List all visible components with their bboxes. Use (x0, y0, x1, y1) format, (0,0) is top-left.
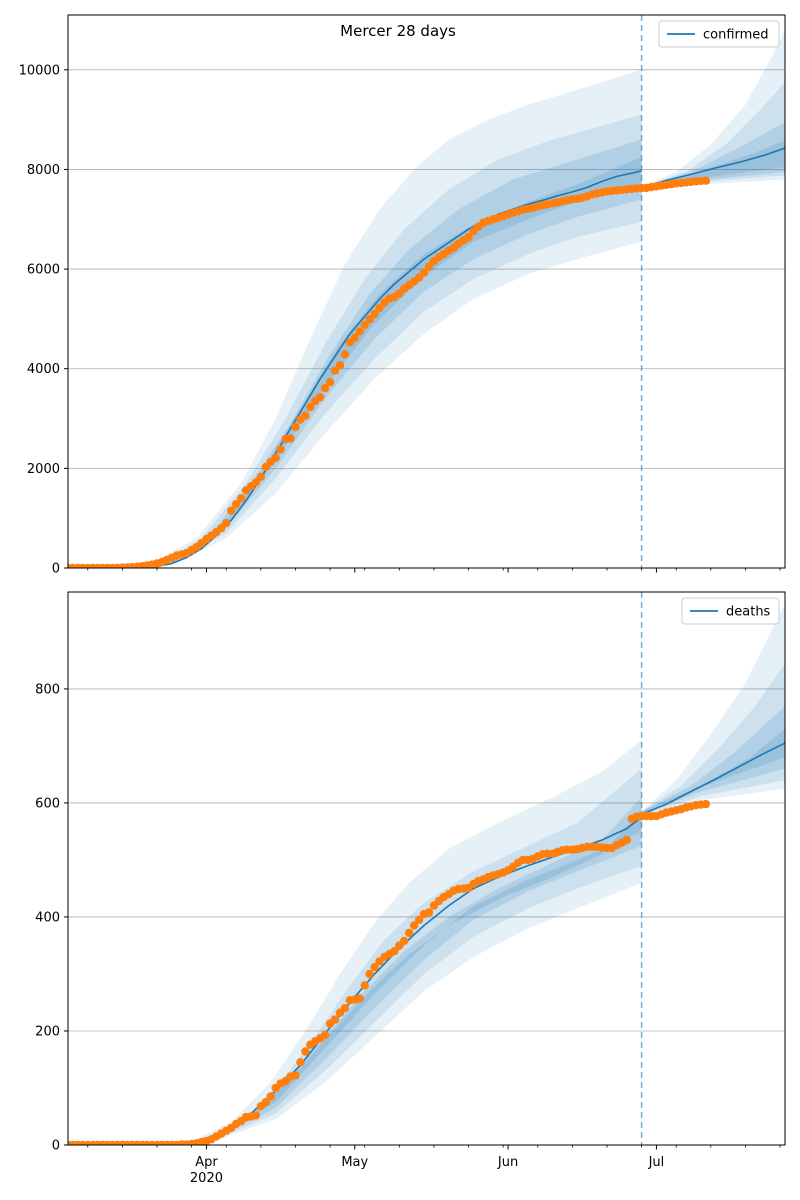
observed-point (370, 309, 379, 319)
observed-point (316, 392, 325, 402)
legend-box (681, 597, 780, 625)
observed-point (701, 799, 711, 809)
forecast-band-0 (641, 29, 785, 192)
forecast-band-2 (641, 122, 785, 191)
observed-point (301, 411, 310, 420)
observed-point (424, 908, 434, 917)
legend-label: deaths (726, 605, 771, 620)
observed-point (360, 320, 369, 330)
observed-point (251, 1111, 261, 1120)
observed-point (414, 915, 424, 924)
y-tick-label: 0 (52, 562, 60, 577)
observed-point (227, 506, 236, 515)
y-tick-label: 4000 (27, 362, 60, 377)
observed-point (236, 494, 246, 503)
figure-title: Mercer 28 days (340, 22, 456, 40)
plot-area (68, 592, 785, 1145)
uncertainty-band-1 (68, 768, 642, 1145)
observed-point (405, 928, 414, 938)
legend-box (658, 20, 780, 48)
confirmed-panel: 0 2000 4000 6000 8000 10000 confirmed (19, 14, 786, 577)
observed-point (271, 453, 280, 463)
forecast-line (641, 742, 785, 816)
x-tick-label: May (341, 1155, 368, 1170)
observed-point (286, 434, 295, 443)
y-tick-label: 400 (35, 910, 60, 925)
observed-point (320, 384, 330, 393)
observed-point (306, 402, 315, 412)
observed-point (424, 262, 434, 271)
observed-point (365, 969, 374, 979)
observed-point (701, 176, 711, 185)
observed-point (231, 500, 241, 509)
observed-point (464, 233, 473, 242)
observed-point (291, 422, 300, 432)
observed-point (360, 981, 369, 990)
y-tick-label: 0 (52, 1139, 60, 1154)
forecast-band-1 (641, 82, 785, 192)
observed-point (350, 333, 359, 342)
observed-point (256, 472, 265, 481)
observed-point (409, 921, 419, 930)
observed-point (330, 366, 340, 375)
y-tick-label: 6000 (27, 263, 60, 278)
observed-point (291, 1071, 300, 1080)
observed-point (375, 303, 384, 313)
observed-point (266, 1092, 275, 1101)
forecast-band-2 (641, 706, 785, 815)
forecast-band-0 (641, 603, 785, 818)
observed-point (365, 315, 374, 324)
observed-point (419, 268, 429, 277)
uncertainty-band-0 (68, 740, 642, 1145)
observed-point (325, 378, 335, 387)
observed-point (370, 962, 379, 972)
uncertainty-band-2 (68, 139, 642, 568)
y-tick-label: 600 (35, 796, 60, 811)
x-tick-label: Jun (497, 1155, 518, 1170)
observed-point (276, 445, 285, 454)
legend: confirmed (658, 20, 780, 48)
uncertainty-band-0 (68, 69, 642, 568)
observed-point (340, 350, 350, 359)
observed-point (355, 327, 364, 336)
observed-point (330, 1015, 340, 1024)
x-tick-sublabel: 2020 (190, 1171, 223, 1186)
observed-point (400, 936, 409, 946)
observed-point (261, 1098, 270, 1107)
x-tick-label: Jul (648, 1155, 665, 1170)
observed-point (320, 1030, 330, 1040)
forecast-band-1 (641, 663, 785, 816)
observed-point (222, 519, 231, 528)
observed-point (340, 1004, 350, 1013)
observed-point (335, 361, 345, 370)
y-tick-label: 8000 (27, 163, 60, 178)
legend: deaths (681, 597, 780, 625)
model-line (68, 170, 642, 568)
observed-point (355, 994, 364, 1003)
y-tick-label: 10000 (19, 63, 60, 78)
plot-area (68, 15, 785, 568)
y-tick-label: 2000 (27, 462, 60, 477)
observed-point (622, 835, 631, 845)
y-tick-label: 200 (35, 1024, 60, 1039)
y-tick-label: 800 (35, 682, 60, 697)
axes-frame (67, 14, 786, 569)
observed-point (301, 1047, 310, 1056)
observed-point (390, 947, 399, 956)
forecast-line (641, 147, 785, 189)
x-tick-label: Apr (195, 1155, 218, 1170)
legend-label: confirmed (703, 28, 769, 43)
observed-point (251, 478, 261, 487)
observed-point (296, 1058, 305, 1067)
axes-frame (67, 591, 786, 1146)
